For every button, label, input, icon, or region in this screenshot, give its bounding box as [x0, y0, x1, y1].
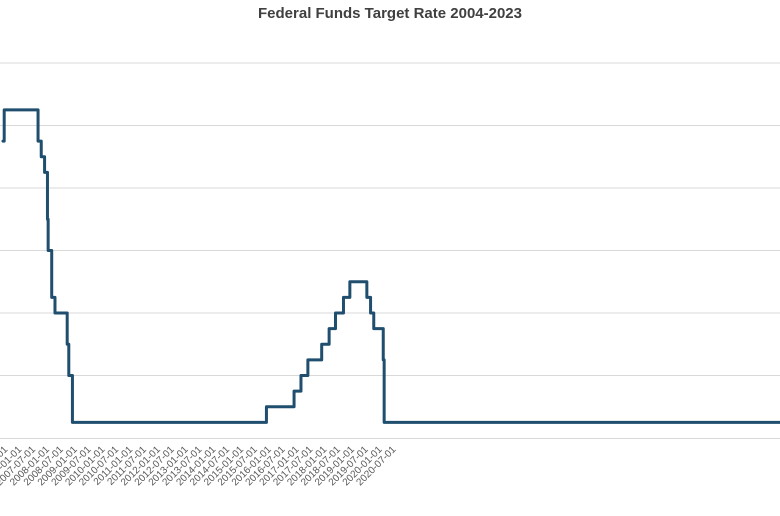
chart-title: Federal Funds Target Rate 2004-2023	[258, 5, 522, 22]
gridlines	[0, 62, 780, 439]
rate-series-line	[1, 108, 780, 424]
x-axis-tick-labels: 2006-07-012007-01-012007-07-012008-01-01…	[0, 444, 399, 488]
series-layer	[1, 108, 780, 424]
